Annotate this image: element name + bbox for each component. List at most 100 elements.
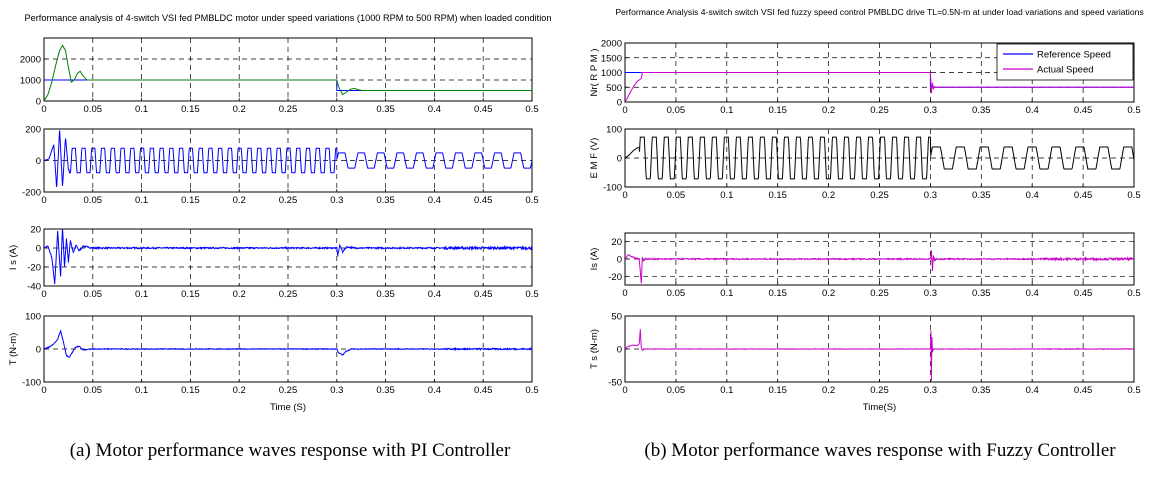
x-tick-label: 0.15	[181, 195, 200, 206]
panel-4: 0 0.05 0.1 0.15 0.2 0.25 0.3 0.35 0.4 0.45 0.5 -100…	[8, 312, 539, 397]
series-line-1	[625, 136, 1134, 180]
x-tick-label: 0.15	[768, 385, 787, 396]
panel-4: 0 0.05 0.1 0.15 0.2 0.25 0.3 0.35 0.4 0.45 0.5-500…	[589, 312, 1141, 397]
x-tick-label: 0.15	[181, 104, 200, 115]
x-tick-label: 0.25	[870, 288, 889, 299]
x-tick-label: 0	[41, 195, 46, 206]
x-tick-label: 0.4	[1026, 288, 1039, 299]
x-tick-label: 0.2	[233, 195, 246, 206]
y-tick-label: 1500	[601, 53, 622, 64]
series-group	[44, 329, 532, 359]
x-tick-label: 0.2	[822, 190, 835, 201]
y-tick-label: -100	[603, 183, 622, 194]
x-tick-label: 0.2	[822, 105, 835, 116]
x-tick-label: 0.15	[768, 190, 787, 201]
y-tick-label: -50	[608, 378, 622, 389]
legend: Reference Speed Actual Speed	[996, 43, 1134, 81]
y-tick-label: 0	[36, 345, 41, 356]
x-tick-label: 0.35	[376, 195, 395, 206]
x-tick-label: 0.5	[1127, 288, 1140, 299]
series-group	[625, 136, 1134, 180]
x-tick-label: 0.3	[924, 385, 937, 396]
x-tick-label: 0.3	[330, 385, 343, 396]
series-line-1	[44, 229, 532, 285]
series-line-1	[625, 329, 1134, 381]
x-tick-label: 0.25	[870, 190, 889, 201]
x-tick-label: 0.5	[525, 385, 538, 396]
x-tick-label: 0	[622, 288, 627, 299]
y-tick-label: 0	[617, 98, 622, 109]
x-tick-label: 0.05	[667, 190, 686, 201]
x-tick-label: 0.15	[181, 385, 200, 396]
panel-3: 0 0.05 0.1 0.15 0.2 0.25 0.3 0.35 0.4 0.45 0.5-200…	[589, 232, 1141, 299]
y-tick-label: 50	[611, 312, 622, 323]
x-tick-label: 0.1	[720, 190, 733, 201]
x-tick-label: 0.25	[870, 105, 889, 116]
x-tick-label: 0.1	[720, 105, 733, 116]
x-tick-label: 0.4	[428, 104, 441, 115]
x-tick-label: 0.2	[233, 289, 246, 300]
x-tick-label: 0.3	[330, 104, 343, 115]
x-tick-label: 0.45	[474, 104, 493, 115]
y-axis-label: T s (N-m)	[589, 329, 600, 369]
y-tick-label: 1000	[601, 68, 622, 79]
series-group	[44, 44, 532, 101]
x-tick-label: 0.3	[924, 105, 937, 116]
x-tick-label: 0	[41, 289, 46, 300]
x-axis-label: Time (S)	[270, 402, 306, 413]
x-tick-label: 0.4	[1026, 190, 1039, 201]
x-tick-label: 0.05	[667, 105, 686, 116]
x-tick-label: 0.35	[972, 288, 991, 299]
x-tick-label: 0.3	[330, 195, 343, 206]
x-tick-label: 0.1	[720, 288, 733, 299]
x-tick-label: 0.05	[84, 195, 103, 206]
x-tick-label: 0.05	[84, 385, 103, 396]
y-tick-label: 2000	[20, 55, 41, 66]
x-tick-label: 0.2	[822, 385, 835, 396]
y-tick-label: 0	[36, 156, 41, 167]
caption-fuzzy: (b) Motor performance waves response wit…	[644, 440, 1116, 461]
y-tick-label: -100	[22, 378, 41, 389]
series-line-1	[44, 130, 532, 187]
x-tick-label: 0.05	[84, 289, 103, 300]
x-tick-label: 0.25	[279, 195, 298, 206]
chart-title: Performance analysis of 4-switch VSI fed…	[24, 13, 551, 23]
x-tick-label: 0	[41, 104, 46, 115]
x-tick-label: 0.35	[376, 385, 395, 396]
y-tick-label: 0	[617, 154, 622, 165]
y-tick-label: 500	[606, 83, 622, 94]
x-tick-label: 0.35	[972, 190, 991, 201]
series-line-1	[625, 250, 1134, 284]
y-tick-label: -200	[22, 188, 41, 199]
x-tick-label: 0	[41, 385, 46, 396]
y-tick-label: 2000	[601, 39, 622, 50]
y-tick-label: 100	[606, 125, 622, 136]
panel-2: 0 0.05 0.1 0.15 0.2 0.25 0.3 0.35 0.4 0.45 0.5 -100…	[589, 125, 1141, 202]
x-tick-label: 0.2	[233, 385, 246, 396]
x-tick-label: 0.2	[233, 104, 246, 115]
x-tick-label: 0.35	[972, 385, 991, 396]
series-group	[625, 250, 1134, 284]
x-tick-label: 0.1	[135, 385, 148, 396]
x-tick-label: 0.45	[1074, 105, 1093, 116]
y-axis-label: Nr( R P M )	[589, 49, 600, 97]
x-axis-label: Time(S)	[863, 402, 896, 413]
y-tick-label: 0	[617, 255, 622, 266]
x-tick-label: 0.45	[1074, 288, 1093, 299]
legend-label: Reference Speed	[1037, 50, 1111, 61]
series-group	[625, 72, 1134, 102]
y-tick-label: 200	[25, 125, 41, 136]
panel-1: 0 0.05 0.1 0.15 0.2 0.25 0.3 0.35 0.4 0.45 0.50500…	[589, 39, 1141, 117]
x-tick-label: 0.35	[376, 104, 395, 115]
y-tick-label: 0	[36, 97, 41, 108]
x-tick-label: 0.5	[1127, 105, 1140, 116]
y-tick-label: 1000	[20, 76, 41, 87]
x-tick-label: 0.1	[135, 195, 148, 206]
caption-pi: (a) Motor performance waves response wit…	[69, 440, 511, 461]
y-axis-label: Is (A)	[589, 248, 600, 271]
x-tick-label: 0.35	[376, 289, 395, 300]
x-tick-label: 0.3	[924, 190, 937, 201]
y-axis-label: T (N-m)	[8, 333, 19, 366]
x-tick-label: 0.45	[474, 289, 493, 300]
series-line-actual-speed	[625, 72, 1134, 102]
